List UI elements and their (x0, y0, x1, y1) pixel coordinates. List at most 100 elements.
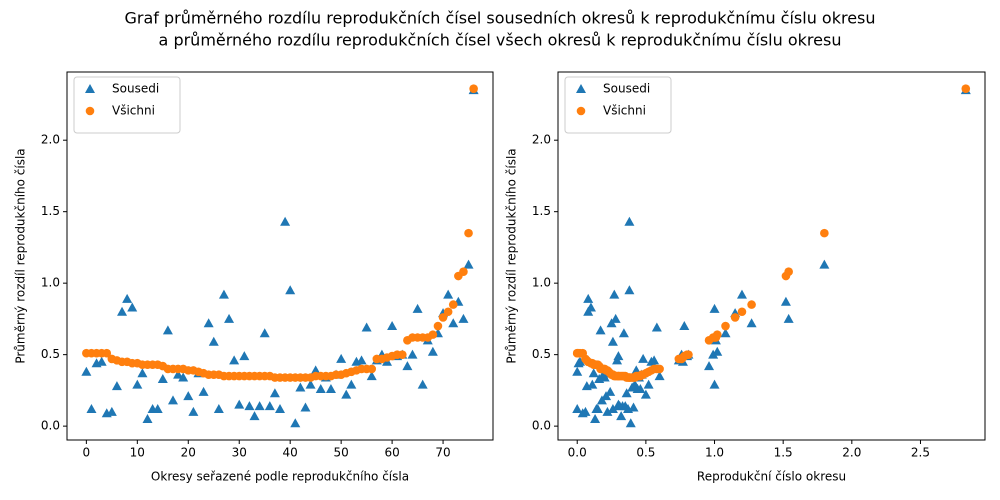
x-tick-label: 0 (83, 446, 91, 460)
legend-marker (576, 84, 586, 93)
legend-marker (85, 84, 95, 93)
marker-triangle (137, 368, 148, 378)
y-tick-label: 1.5 (41, 204, 60, 218)
marker-triangle (640, 389, 651, 399)
marker-triangle (356, 355, 367, 365)
marker-triangle (609, 289, 620, 299)
x-tick-label: 1.5 (774, 446, 793, 460)
y-tick-label: 1.0 (532, 276, 551, 290)
legend-box (73, 76, 181, 134)
marker-triangle (443, 289, 454, 299)
marker-circle (397, 350, 407, 359)
marker-triangle (285, 285, 296, 295)
legend-marker (85, 106, 95, 116)
legend-box (564, 76, 672, 134)
marker-triangle (458, 313, 469, 323)
marker-circle (469, 84, 478, 94)
marker-triangle (361, 322, 372, 332)
marker-circle (464, 228, 473, 238)
marker-triangle (736, 289, 747, 299)
marker-circle (655, 364, 664, 374)
marker-triangle (610, 313, 621, 323)
marker-triangle (448, 318, 459, 328)
marker-triangle (618, 328, 629, 338)
marker-triangle (269, 388, 280, 398)
x-tick-label: 70 (435, 446, 450, 460)
marker-triangle (295, 382, 306, 392)
marker-triangle (188, 406, 199, 416)
marker-triangle (127, 302, 138, 312)
marker-triangle (595, 325, 606, 335)
marker-circle (448, 300, 458, 309)
marker-triangle (142, 413, 153, 423)
marker-circle (784, 267, 793, 277)
marker-circle (961, 84, 971, 94)
marker-circle (712, 330, 722, 339)
marker-circle (443, 307, 453, 317)
marker-triangle (709, 303, 720, 313)
marker-triangle (106, 406, 117, 416)
marker-triangle (117, 306, 128, 316)
y-axis-label: Průměrný rozdíl reprodukčního čísla (505, 148, 519, 363)
x-tick-label: 1.0 (705, 446, 724, 460)
marker-triangle (173, 369, 184, 379)
marker-triangle (81, 366, 92, 376)
marker-circle (433, 321, 443, 331)
marker-circle (737, 307, 747, 317)
marker-triangle (574, 356, 585, 366)
marker-triangle (244, 401, 255, 411)
marker-triangle (624, 216, 635, 226)
marker-triangle (407, 349, 418, 359)
marker-triangle (583, 293, 594, 303)
marker-triangle (234, 399, 245, 409)
marker-triangle (280, 216, 291, 226)
marker-triangle (213, 403, 224, 413)
marker-triangle (651, 322, 662, 332)
marker-triangle (86, 403, 97, 413)
y-tick-label: 2.0 (41, 133, 60, 147)
marker-triangle (264, 401, 275, 411)
marker-triangle (239, 351, 250, 361)
marker-triangle (249, 411, 260, 421)
y-tick-label: 0.5 (532, 347, 551, 361)
marker-triangle (720, 328, 731, 338)
marker-circle (102, 348, 112, 358)
x-tick-label: 30 (232, 446, 247, 460)
marker-triangle (203, 318, 214, 328)
marker-triangle (315, 383, 326, 393)
marker-triangle (708, 349, 719, 359)
marker-triangle (157, 373, 168, 383)
x-tick-label: 2.0 (842, 446, 861, 460)
marker-triangle (635, 383, 646, 393)
marker-triangle (167, 395, 178, 405)
legend-label: Sousedi (112, 82, 159, 96)
marker-circle (428, 330, 438, 339)
marker-triangle (621, 388, 632, 398)
marker-triangle (183, 391, 194, 401)
marker-triangle (572, 366, 583, 376)
marker-triangle (341, 389, 352, 399)
marker-triangle (580, 406, 591, 416)
legend-label: Všichni (603, 104, 646, 118)
marker-triangle (780, 296, 791, 306)
x-tick-label: 60 (384, 446, 399, 460)
legend-label: Sousedi (603, 82, 650, 96)
marker-triangle (654, 371, 665, 381)
marker-triangle (254, 401, 265, 411)
marker-circle (459, 267, 468, 277)
marker-triangle (346, 379, 357, 389)
y-tick-label: 1.0 (41, 276, 60, 290)
x-tick-label: 20 (181, 446, 196, 460)
marker-triangle (649, 355, 660, 365)
x-axis-label: Okresy seřazené podle reprodukčního čísl… (151, 470, 409, 484)
marker-triangle (402, 361, 413, 371)
legend-label: Všichni (112, 104, 155, 118)
marker-triangle (366, 371, 377, 381)
x-tick-label: 0.0 (568, 446, 587, 460)
marker-triangle (229, 355, 240, 365)
marker-triangle (616, 411, 627, 421)
marker-triangle (310, 365, 321, 375)
marker-triangle (590, 413, 601, 423)
marker-triangle (152, 403, 163, 413)
marker-triangle (704, 361, 715, 371)
